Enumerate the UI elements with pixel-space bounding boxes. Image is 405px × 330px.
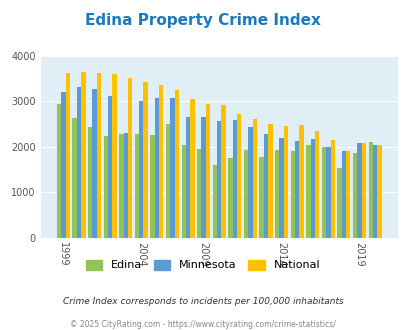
Bar — [314, 130, 318, 238]
Bar — [159, 85, 163, 238]
Bar — [325, 147, 330, 238]
Bar — [376, 145, 381, 238]
Bar — [108, 96, 112, 238]
Bar — [72, 118, 77, 238]
Bar — [283, 125, 288, 238]
Bar — [298, 125, 303, 238]
Bar — [201, 117, 205, 238]
Bar — [279, 138, 283, 238]
Bar — [123, 133, 128, 238]
Bar — [321, 147, 325, 238]
Bar — [228, 158, 232, 238]
Legend: Edina, Minnesota, National: Edina, Minnesota, National — [81, 255, 324, 275]
Bar — [330, 140, 334, 238]
Bar — [290, 151, 294, 238]
Bar — [212, 165, 217, 238]
Bar — [81, 72, 85, 238]
Bar — [181, 145, 185, 238]
Bar — [185, 117, 190, 238]
Bar — [190, 99, 194, 238]
Bar — [134, 134, 139, 238]
Bar — [170, 98, 174, 238]
Bar — [119, 134, 123, 238]
Bar — [217, 121, 221, 238]
Bar — [205, 104, 210, 238]
Bar — [341, 151, 345, 238]
Bar — [337, 168, 341, 238]
Text: Edina Property Crime Index: Edina Property Crime Index — [85, 13, 320, 28]
Bar — [139, 101, 143, 238]
Bar — [196, 148, 201, 238]
Bar — [263, 134, 268, 238]
Bar — [372, 145, 376, 238]
Bar — [243, 150, 247, 238]
Bar — [368, 142, 372, 238]
Bar — [154, 98, 159, 238]
Bar — [305, 145, 310, 238]
Text: © 2025 CityRating.com - https://www.cityrating.com/crime-statistics/: © 2025 CityRating.com - https://www.city… — [70, 320, 335, 329]
Bar — [150, 135, 154, 238]
Bar — [310, 139, 314, 238]
Text: Crime Index corresponds to incidents per 100,000 inhabitants: Crime Index corresponds to incidents per… — [62, 297, 343, 306]
Bar — [237, 114, 241, 238]
Bar — [356, 143, 361, 238]
Bar — [252, 119, 256, 238]
Bar — [77, 86, 81, 238]
Bar — [128, 78, 132, 238]
Bar — [143, 82, 147, 238]
Bar — [57, 104, 61, 238]
Bar — [274, 150, 279, 238]
Bar — [247, 127, 252, 238]
Bar — [112, 74, 116, 238]
Bar — [88, 127, 92, 238]
Bar — [61, 92, 65, 238]
Bar — [65, 73, 70, 238]
Bar — [221, 105, 225, 238]
Bar — [361, 143, 365, 238]
Bar — [174, 90, 179, 238]
Bar — [103, 136, 108, 238]
Bar — [352, 153, 356, 238]
Bar — [259, 157, 263, 238]
Bar — [92, 89, 96, 238]
Bar — [96, 73, 101, 238]
Bar — [166, 124, 170, 238]
Bar — [345, 151, 350, 238]
Bar — [268, 124, 272, 238]
Bar — [232, 120, 237, 238]
Bar — [294, 141, 298, 238]
